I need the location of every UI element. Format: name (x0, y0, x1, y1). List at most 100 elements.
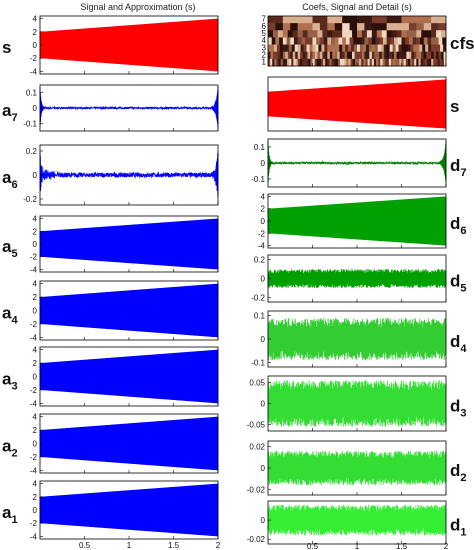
y-tick-label: 4 (33, 280, 38, 289)
cfs-cell (369, 58, 373, 67)
cfs-cell (418, 51, 422, 60)
cfs-cell (334, 23, 343, 31)
cfs-cell (272, 30, 279, 38)
cfs-cell (327, 16, 343, 24)
y-tick-label: 0.2 (254, 256, 266, 265)
cfs-cell (371, 23, 380, 31)
cfs-cell (438, 37, 443, 45)
cfs-cell (342, 16, 358, 24)
cfs-cell (357, 44, 361, 53)
cfs-cell (360, 37, 365, 45)
x-tick-label: 1 (355, 542, 360, 550)
cfs-cell (350, 58, 354, 67)
cfs-cell (297, 23, 306, 31)
cfs-cell (273, 44, 278, 53)
cfs-cell (407, 58, 411, 67)
cfs-cell (345, 44, 349, 53)
cfs-cell (363, 58, 366, 67)
cfs-cell (437, 44, 441, 53)
cfs-cell (416, 16, 432, 24)
cfs-cell (338, 37, 343, 45)
cfs-cell (405, 58, 409, 67)
cfs-cell (312, 30, 318, 38)
y-tick-label: 2 (33, 493, 38, 502)
cfs-cell (308, 37, 313, 45)
cfs-cell (357, 23, 365, 31)
panel-a3: 4 2 0 -2 -4 a3 (2, 346, 219, 408)
y-tick-label: 0.2 (26, 147, 38, 156)
panel-label: d5 (450, 272, 467, 295)
y-tick-label: 2 (261, 205, 266, 214)
signal-trace (39, 416, 219, 471)
panel-a4: 4 2 0 -2 -4 a4 (2, 280, 219, 342)
cfs-cell (332, 51, 336, 60)
cfs-cell (312, 16, 328, 24)
y-tick-label: 0 (33, 240, 38, 249)
cfs-cell (334, 37, 339, 45)
cfs-cell (359, 51, 363, 60)
cfs-cell (270, 44, 275, 53)
cfs-cell (340, 58, 343, 67)
panel-label: d2 (450, 461, 467, 484)
cfs-cell (389, 44, 393, 53)
cfs-cell (342, 51, 345, 60)
signal-trace (267, 504, 447, 536)
y-tick-label: -2 (30, 519, 38, 528)
cfs-cell (304, 58, 307, 67)
y-tick-label: -2 (258, 229, 266, 238)
cfs-cell (274, 58, 277, 67)
cfs-cell (348, 44, 352, 53)
cfs-cell (362, 44, 367, 53)
cfs-cell (322, 30, 328, 38)
y-tick-label: -0.1 (251, 358, 265, 367)
cfs-cell (368, 44, 373, 53)
panel-label: a2 (2, 437, 18, 460)
cfs-cell (277, 30, 284, 38)
cfs-cell (428, 44, 432, 53)
cfs-cell (424, 58, 428, 67)
cfs-cell (336, 44, 340, 53)
cfs-cell (386, 37, 391, 45)
cfs-cell (337, 58, 341, 67)
cfs-cell (324, 51, 328, 60)
cfs-cell (347, 51, 350, 60)
cfs-cell (279, 44, 284, 53)
cfs-cell (431, 44, 435, 53)
cfs-cell (270, 51, 274, 60)
cfs-scale-label: 6 (262, 22, 267, 31)
y-tick-label: 4 (33, 15, 38, 24)
x-tick-label: 2 (216, 541, 221, 550)
cfs-cell (382, 37, 387, 45)
cfs-cell (399, 51, 402, 60)
cfs-cell (408, 37, 413, 45)
cfs-cell (317, 51, 321, 60)
cfs-cell (314, 51, 318, 60)
panel-label: a6 (2, 168, 18, 191)
cfs-cell (309, 44, 313, 53)
cfs-cell (394, 51, 397, 60)
cfs-cell (423, 37, 428, 45)
cfs-cell (364, 23, 373, 31)
cfs-cell (279, 37, 284, 45)
cfs-cell (271, 37, 276, 45)
cfs-cell (408, 51, 412, 60)
cfs-cell (395, 44, 399, 53)
cfs-cell (431, 51, 434, 60)
cfs-cell (386, 16, 402, 24)
y-tick-label: 0.1 (254, 312, 266, 321)
cfs-cell (423, 51, 427, 60)
cfs-cell (317, 30, 323, 38)
cfs-cell (352, 58, 356, 67)
panel-d3: 0.05 0 -0.05 d3 (247, 375, 467, 432)
cfs-cell (275, 37, 280, 45)
panel-d2: 0.02 0 -0.02 d2 (247, 440, 467, 496)
x-tick-label: 1.5 (396, 542, 408, 550)
cfs-cell (371, 16, 387, 24)
cfs-cell (307, 51, 311, 60)
cfs-cell (335, 58, 339, 67)
cfs-cell (422, 58, 426, 67)
cfs-cell (431, 58, 434, 67)
cfs-cell (393, 58, 396, 67)
signal-trace (39, 86, 219, 128)
x-tick-label: 0.5 (307, 542, 319, 550)
